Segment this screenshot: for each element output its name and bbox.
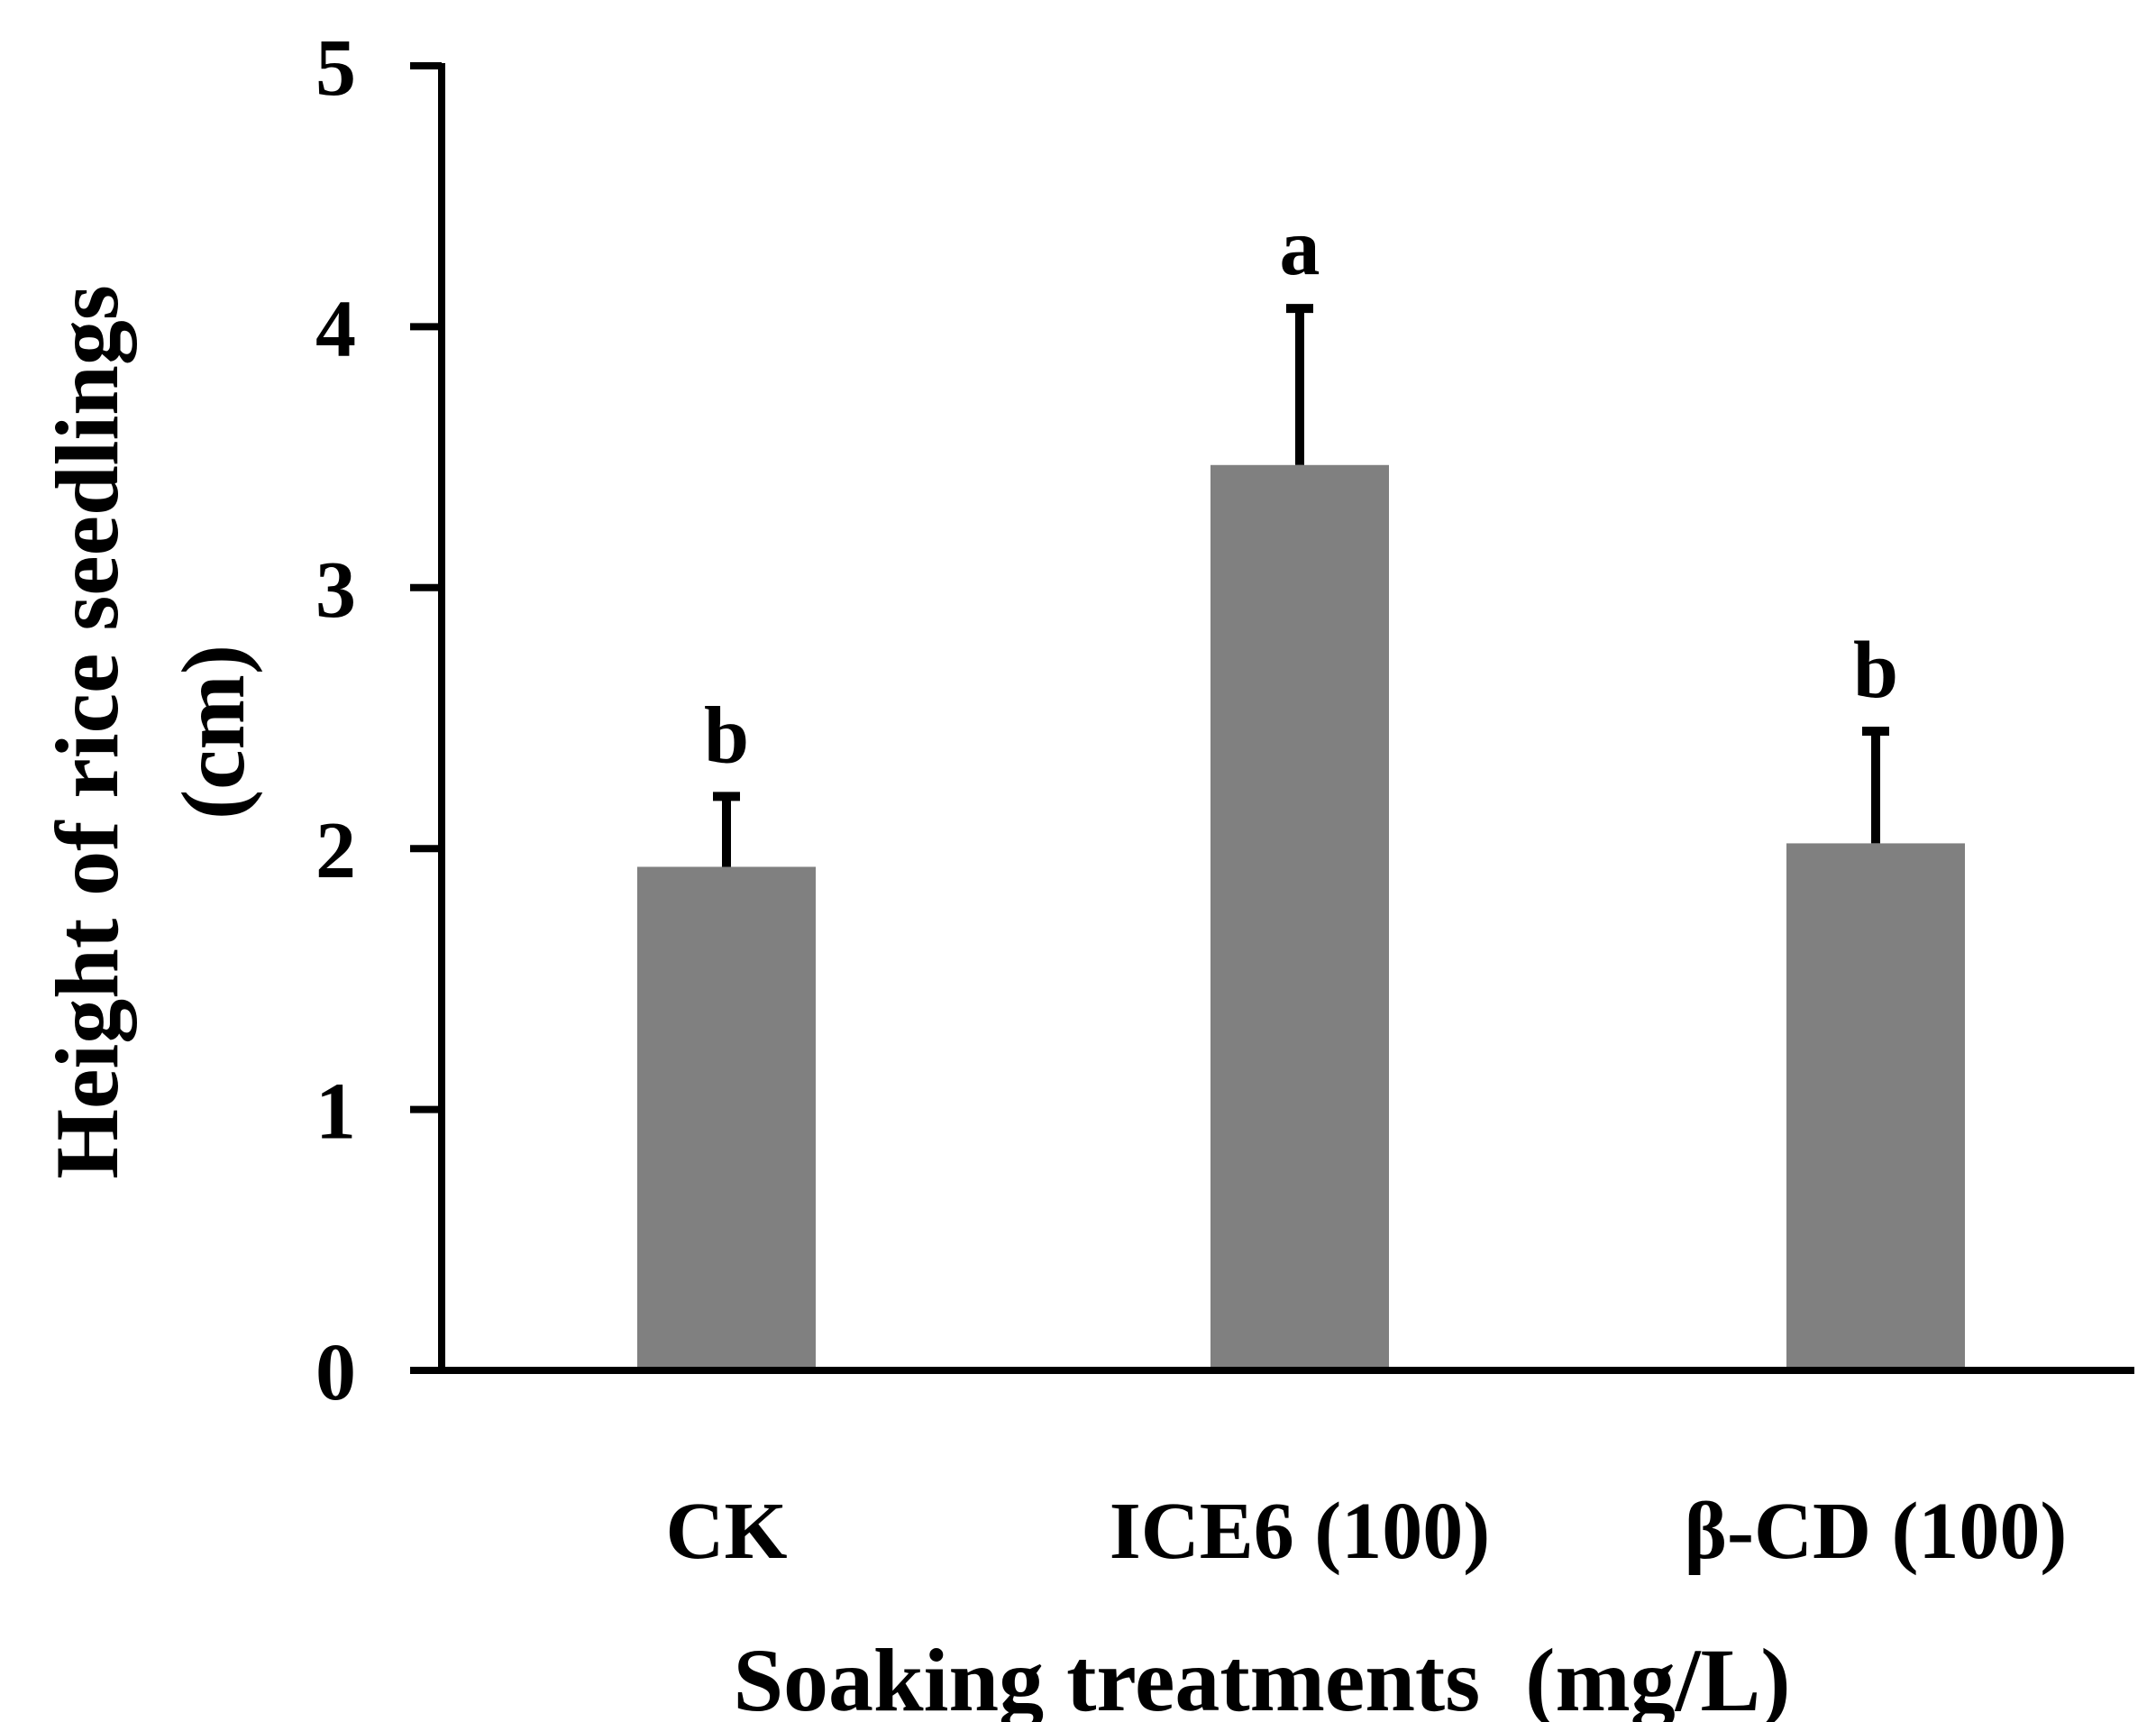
plot-area: b a b 0 1 2 3 4 5 CK ICE6 (100) β-CD (100): [315, 23, 2134, 1576]
x-tick-label-2: ICE6 (100): [1110, 1487, 1491, 1576]
significance-letter-1: b: [704, 691, 749, 780]
y-tick-label-4: 4: [315, 284, 356, 373]
y-tick-label-5: 5: [315, 23, 356, 113]
bar-1: [637, 866, 816, 1370]
bar-2: [1210, 464, 1389, 1370]
y-axis-title: Height of rice seedlings (cm): [37, 285, 263, 1179]
y-tick-label-3: 3: [315, 545, 356, 635]
significance-letter-3: b: [1853, 626, 1898, 715]
y-tick-label-0: 0: [315, 1328, 356, 1417]
bar-3: [1786, 843, 1965, 1370]
y-tick-label-1: 1: [315, 1067, 356, 1157]
x-axis-title: Soaking treatments (mg/L): [733, 1630, 1790, 1722]
x-tick-label-1: CK: [666, 1487, 788, 1576]
significance-letter-2: a: [1280, 203, 1320, 292]
y-axis-title-line-1: Height of rice seedlings: [37, 285, 137, 1179]
y-tick-label-2: 2: [315, 806, 356, 895]
y-axis-title-line-2: (cm): [163, 645, 263, 820]
x-tick-label-3: β-CD (100): [1685, 1487, 2068, 1576]
